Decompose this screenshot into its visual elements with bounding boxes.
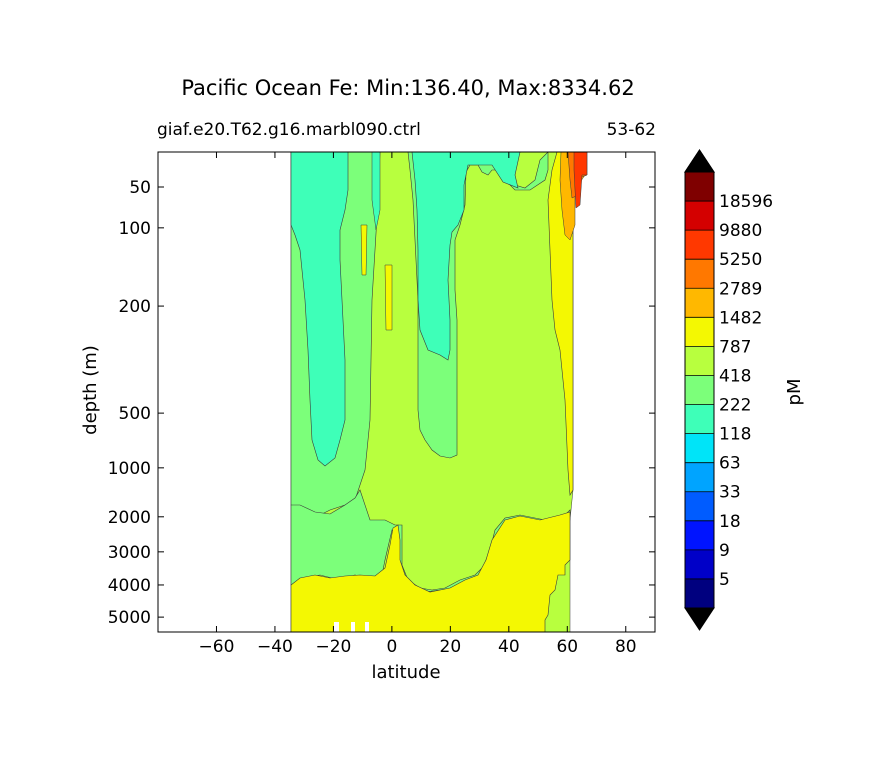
y-axis-ticks: 50 100 200 500 1000 2000 3000 4000 5000 — [108, 178, 655, 628]
colorbar-band — [685, 491, 714, 521]
field-gap — [334, 622, 339, 632]
x-tick-label: −20 — [315, 637, 351, 657]
chart-title: Pacific Ocean Fe: Min:136.40, Max:8334.6… — [181, 76, 635, 100]
colorbar-tick-label: 33 — [719, 483, 741, 503]
colorbar-band — [685, 404, 714, 434]
colorbar-frame — [684, 171, 715, 609]
y-tick-label: 100 — [119, 219, 151, 239]
colorbar-band — [685, 549, 714, 579]
colorbar-band — [685, 317, 714, 347]
x-axis-ticks: −60 −40 −20 0 20 40 60 80 — [199, 152, 637, 657]
y-tick-label: 2000 — [108, 508, 151, 528]
y-tick-label: 200 — [119, 297, 151, 317]
colorbar-extend-max-fill — [684, 149, 715, 173]
y-tick-label: 1000 — [108, 459, 151, 479]
colorbar-extend-min — [684, 607, 715, 631]
x-tick-label: 0 — [386, 637, 397, 657]
colorbar-band — [685, 201, 714, 231]
colorbar-tick-label: 2789 — [719, 279, 762, 299]
y-tick-label: 5000 — [108, 608, 151, 628]
x-tick-label: 40 — [498, 637, 520, 657]
y-tick-label: 3000 — [108, 543, 151, 563]
field-band-1482-2789-strip2 — [360, 224, 368, 276]
field-band-1482-2789-strip — [384, 264, 393, 331]
colorbar-tick-label: 18596 — [719, 192, 773, 212]
field-band-1482-2789-north — [547, 152, 574, 496]
field-band-222-418-south — [290, 152, 349, 467]
x-tick-label: −40 — [257, 637, 293, 657]
colorbar-band — [685, 172, 714, 202]
colorbar-tick-label: 9 — [719, 541, 730, 561]
colorbar-band — [685, 375, 714, 405]
field-band-222-418-mid — [411, 152, 521, 361]
plot-field — [290, 152, 588, 632]
colorbar-band — [685, 230, 714, 260]
colorbar-label: pM — [784, 379, 805, 406]
x-tick-label: 80 — [615, 637, 637, 657]
colorbar-tick-label: 418 — [719, 366, 751, 386]
colorbar-band — [685, 346, 714, 376]
field-band-1482-2789-deep — [290, 511, 571, 632]
y-tick-label: 50 — [129, 178, 151, 198]
colorbar-tick-label: 18 — [719, 512, 741, 532]
x-axis-label: latitude — [371, 662, 440, 683]
colorbar-tick-label: 63 — [719, 454, 741, 474]
field-gap — [365, 622, 369, 632]
colorbar-tick-label: 5250 — [719, 250, 762, 270]
y-tick-label: 500 — [119, 404, 151, 424]
field-band-9880-18596 — [573, 152, 588, 209]
colorbar-tick-label: 5 — [719, 570, 730, 590]
colorbar-tick-label: 9880 — [719, 221, 762, 241]
field-gap — [351, 622, 355, 632]
colorbar-band — [685, 259, 714, 289]
colorbar-band — [685, 433, 714, 463]
colorbar-band — [685, 578, 714, 608]
chart-subtitle-run: giaf.e20.T62.g16.marbl090.ctrl — [157, 120, 421, 140]
colorbar-tick-label: 118 — [719, 425, 751, 445]
colorbar-tick-label: 222 — [719, 396, 751, 416]
x-tick-label: −60 — [199, 637, 235, 657]
colorbar: 5 9 18 33 63 118 222 418 787 1482 2789 5250 9880 1859… — [684, 149, 773, 631]
field-band-222-418-strip — [371, 152, 381, 231]
colorbar-tick-label: 1482 — [719, 308, 762, 328]
y-tick-label: 4000 — [108, 576, 151, 596]
y-axis-label: depth (m) — [80, 345, 101, 435]
colorbar-band — [685, 520, 714, 550]
x-tick-label: 20 — [440, 637, 462, 657]
colorbar-band — [685, 288, 714, 318]
colorbar-band — [685, 462, 714, 492]
colorbar-tick-label: 787 — [719, 337, 751, 357]
plot-frame — [157, 151, 656, 633]
chart-subtitle-years: 53-62 — [606, 120, 656, 140]
x-tick-label: 60 — [556, 637, 578, 657]
